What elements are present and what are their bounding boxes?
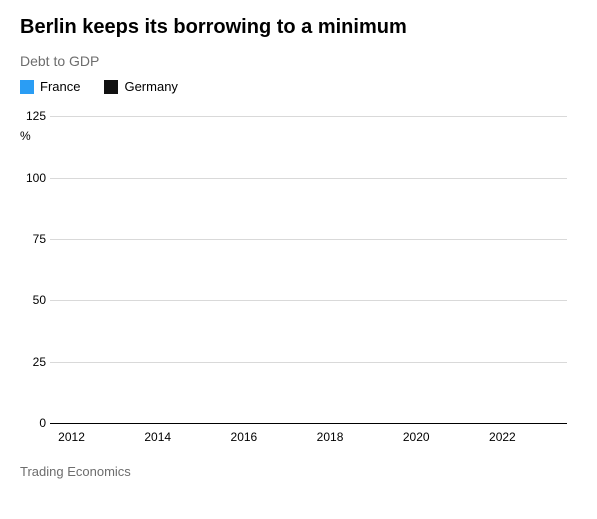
y-tick-label: 100 <box>16 171 46 185</box>
x-tick-label: 2016 <box>231 430 258 444</box>
legend: France Germany <box>20 79 577 94</box>
gridline <box>50 116 567 117</box>
y-tick-label: 0 <box>16 416 46 430</box>
gridline <box>50 239 567 240</box>
x-tick-label: 2022 <box>489 430 516 444</box>
y-unit-label: % <box>20 129 31 143</box>
legend-label: France <box>40 79 80 94</box>
legend-label: Germany <box>124 79 177 94</box>
chart-source: Trading Economics <box>20 464 577 479</box>
chart-subtitle: Debt to GDP <box>20 53 577 69</box>
y-tick-label: 50 <box>16 293 46 307</box>
gridline <box>50 300 567 301</box>
x-tick-label: 2012 <box>58 430 85 444</box>
y-tick-label: 125 <box>16 109 46 123</box>
chart-plot-area: 0255075100125% <box>50 104 567 424</box>
gridline <box>50 362 567 363</box>
x-tick-label: 2020 <box>403 430 430 444</box>
legend-item-france: France <box>20 79 80 94</box>
gridline <box>50 178 567 179</box>
x-tick-label: 2014 <box>144 430 171 444</box>
y-tick-label: 75 <box>16 232 46 246</box>
y-tick-label: 25 <box>16 355 46 369</box>
chart-title: Berlin keeps its borrowing to a minimum <box>20 16 577 39</box>
legend-swatch-germany <box>104 80 118 94</box>
x-axis: 2012 2014 2016 2018 2020 2022 <box>50 424 567 446</box>
x-tick-label: 2018 <box>317 430 344 444</box>
legend-swatch-france <box>20 80 34 94</box>
bar-groups <box>50 104 567 423</box>
legend-item-germany: Germany <box>104 79 177 94</box>
